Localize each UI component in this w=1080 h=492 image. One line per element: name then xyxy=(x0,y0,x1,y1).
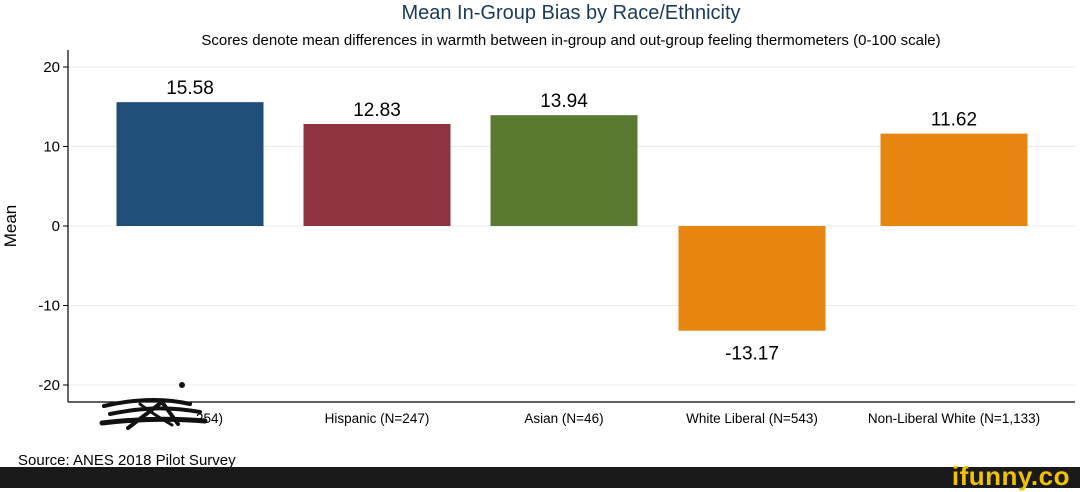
y-tick-label: 20 xyxy=(43,59,60,76)
category-label: Asian (N=46) xyxy=(524,411,603,426)
y-tick-label: -20 xyxy=(38,377,60,394)
y-tick-label: -10 xyxy=(38,298,60,315)
category-label: Non-Liberal White (N=1,133) xyxy=(868,411,1040,426)
scribble-mark xyxy=(99,382,208,430)
bar xyxy=(678,226,826,331)
y-axis-label: Mean xyxy=(1,205,20,248)
bar xyxy=(303,124,451,226)
footer-bar xyxy=(0,467,1080,488)
category-label: Hispanic (N=247) xyxy=(325,411,430,426)
data-label: -13.17 xyxy=(725,344,779,365)
bar xyxy=(116,102,264,226)
bar xyxy=(880,133,1028,226)
data-label: 15.58 xyxy=(166,78,214,99)
data-label: 12.83 xyxy=(353,100,401,121)
chart-title: Mean In-Group Bias by Race/Ethnicity xyxy=(401,2,740,24)
data-label: 11.62 xyxy=(931,110,977,131)
y-tick-label: 10 xyxy=(43,139,60,156)
category-label: White Liberal (N=543) xyxy=(686,411,818,426)
source-note: Source: ANES 2018 Pilot Survey xyxy=(18,452,236,467)
y-tick-label: 0 xyxy=(52,218,60,235)
bar xyxy=(490,115,638,226)
bar-chart: Mean In-Group Bias by Race/Ethnicity Sco… xyxy=(1,2,1075,467)
data-label: 13.94 xyxy=(540,91,588,112)
chart-subtitle: Scores denote mean differences in warmth… xyxy=(201,32,940,49)
watermark-logo: ifunny.co xyxy=(951,461,1070,491)
